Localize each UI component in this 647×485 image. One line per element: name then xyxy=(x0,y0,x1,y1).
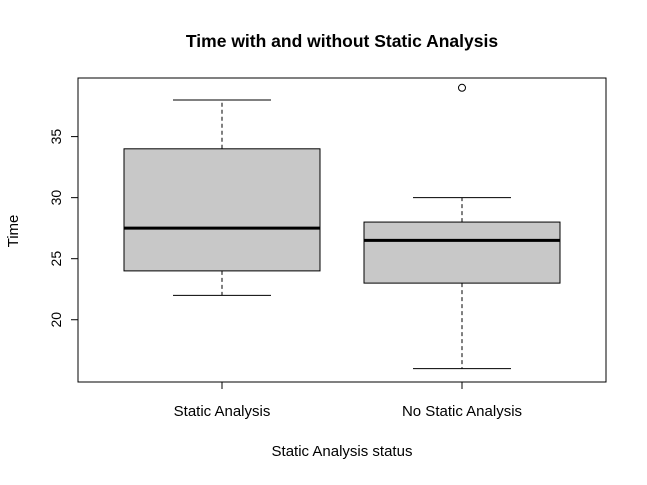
chart-title: Time with and without Static Analysis xyxy=(186,31,498,51)
x-tick-label: Static Analysis xyxy=(174,403,271,420)
x-axis-label: Static Analysis status xyxy=(272,443,413,460)
x-axis: Static Analysis No Static Analysis xyxy=(174,381,522,420)
y-tick-label: 30 xyxy=(48,190,64,206)
box-group xyxy=(123,99,321,296)
y-tick-label: 20 xyxy=(48,312,64,328)
box-group xyxy=(363,83,561,370)
y-tick-label: 25 xyxy=(48,251,64,267)
y-axis-label: Time xyxy=(5,215,22,248)
y-tick-label: 35 xyxy=(48,129,64,145)
boxplot-marks xyxy=(123,83,561,370)
y-axis: 20 25 30 35 xyxy=(48,129,79,328)
iqr-box xyxy=(123,148,321,272)
x-tick-label: No Static Analysis xyxy=(402,403,522,420)
iqr-box xyxy=(363,221,561,284)
outlier-point xyxy=(458,83,466,92)
